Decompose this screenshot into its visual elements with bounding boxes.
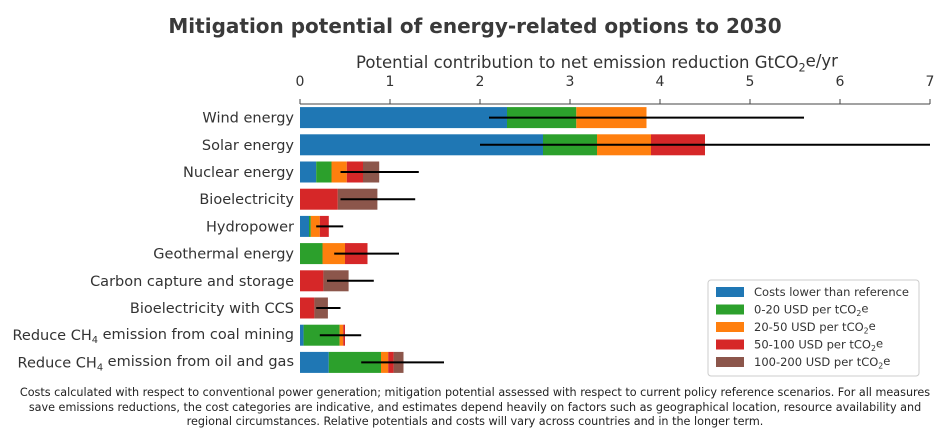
range-lines — [316, 116, 930, 364]
footnote: Costs calculated with respect to convent… — [0, 386, 950, 430]
bar-segment — [300, 243, 323, 265]
bar-segment — [300, 215, 309, 237]
bar-segment — [316, 161, 332, 183]
x-tick-label: 1 — [386, 74, 395, 90]
category-label: Solar energy — [202, 138, 295, 154]
bar-segment — [300, 351, 329, 373]
legend-swatch — [716, 304, 744, 315]
bar-segment — [300, 161, 317, 183]
legend-label: 50-100 USD per tCO2e — [754, 336, 883, 352]
legend-box — [707, 279, 920, 377]
x-tick-label: 7 — [926, 74, 935, 90]
bar-segment — [300, 297, 315, 319]
legend-swatch — [716, 357, 744, 367]
legend-swatch — [716, 287, 744, 297]
legend-label: Costs lower than reference — [754, 285, 909, 299]
bar-segment — [322, 243, 345, 265]
bar-segments — [300, 107, 705, 373]
category-label: Bioelectricity — [199, 192, 294, 208]
x-tick-label: 0 — [296, 74, 305, 90]
x-tick-label: 2 — [476, 74, 485, 90]
bar-segment — [309, 215, 311, 237]
category-label: Hydropower — [206, 219, 294, 235]
bar-segment — [310, 215, 320, 237]
category-label: Geothermal energy — [153, 247, 294, 263]
bar-segment — [300, 270, 324, 292]
x-tick-label: 3 — [566, 74, 575, 90]
category-label: Reduce CH4 emission from oil and gas — [18, 354, 294, 373]
legend-label: 100-200 USD per tCO2e — [754, 354, 890, 370]
x-axis-title: Potential contribution to net emission r… — [356, 51, 838, 74]
bar-segment — [300, 188, 338, 210]
x-tick-label: 6 — [836, 74, 845, 90]
legend-label: 0-20 USD per tCO2e — [754, 301, 868, 317]
legend: Costs lower than reference 0-20 USD per t… — [707, 279, 920, 377]
bar-segment — [300, 107, 507, 129]
footnote-line: regional circumstances. Relative potenti… — [186, 415, 764, 428]
category-label: Nuclear energy — [183, 165, 294, 181]
footnote-line: Costs calculated with respect to convent… — [19, 386, 931, 399]
legend-swatch — [716, 339, 744, 350]
category-label: Carbon capture and storage — [90, 274, 294, 290]
category-label: Wind energy — [202, 111, 294, 127]
bar-segment — [300, 324, 304, 346]
chart-title: Mitigation potential of energy-related o… — [168, 14, 782, 38]
x-axis: 0 1 2 3 4 5 6 7 Potential contribution to net em… — [296, 51, 935, 105]
category-label: Reduce CH4 emission from coal mining — [12, 327, 294, 346]
category-labels: Wind energy Solar energy Nuclear energy Bio… — [12, 111, 294, 374]
legend-swatch — [716, 322, 744, 332]
bar-segment — [300, 134, 543, 156]
bar-segment — [331, 161, 347, 183]
category-label: Bioelectricity with CCS — [130, 301, 294, 317]
bar-segment — [328, 351, 381, 373]
x-tick-label: 5 — [746, 74, 755, 90]
footnote-line: save emissions reductions, the cost cate… — [28, 400, 922, 414]
x-tick-label: 4 — [656, 74, 665, 90]
legend-label: 20-50 USD per tCO2e — [754, 319, 876, 335]
